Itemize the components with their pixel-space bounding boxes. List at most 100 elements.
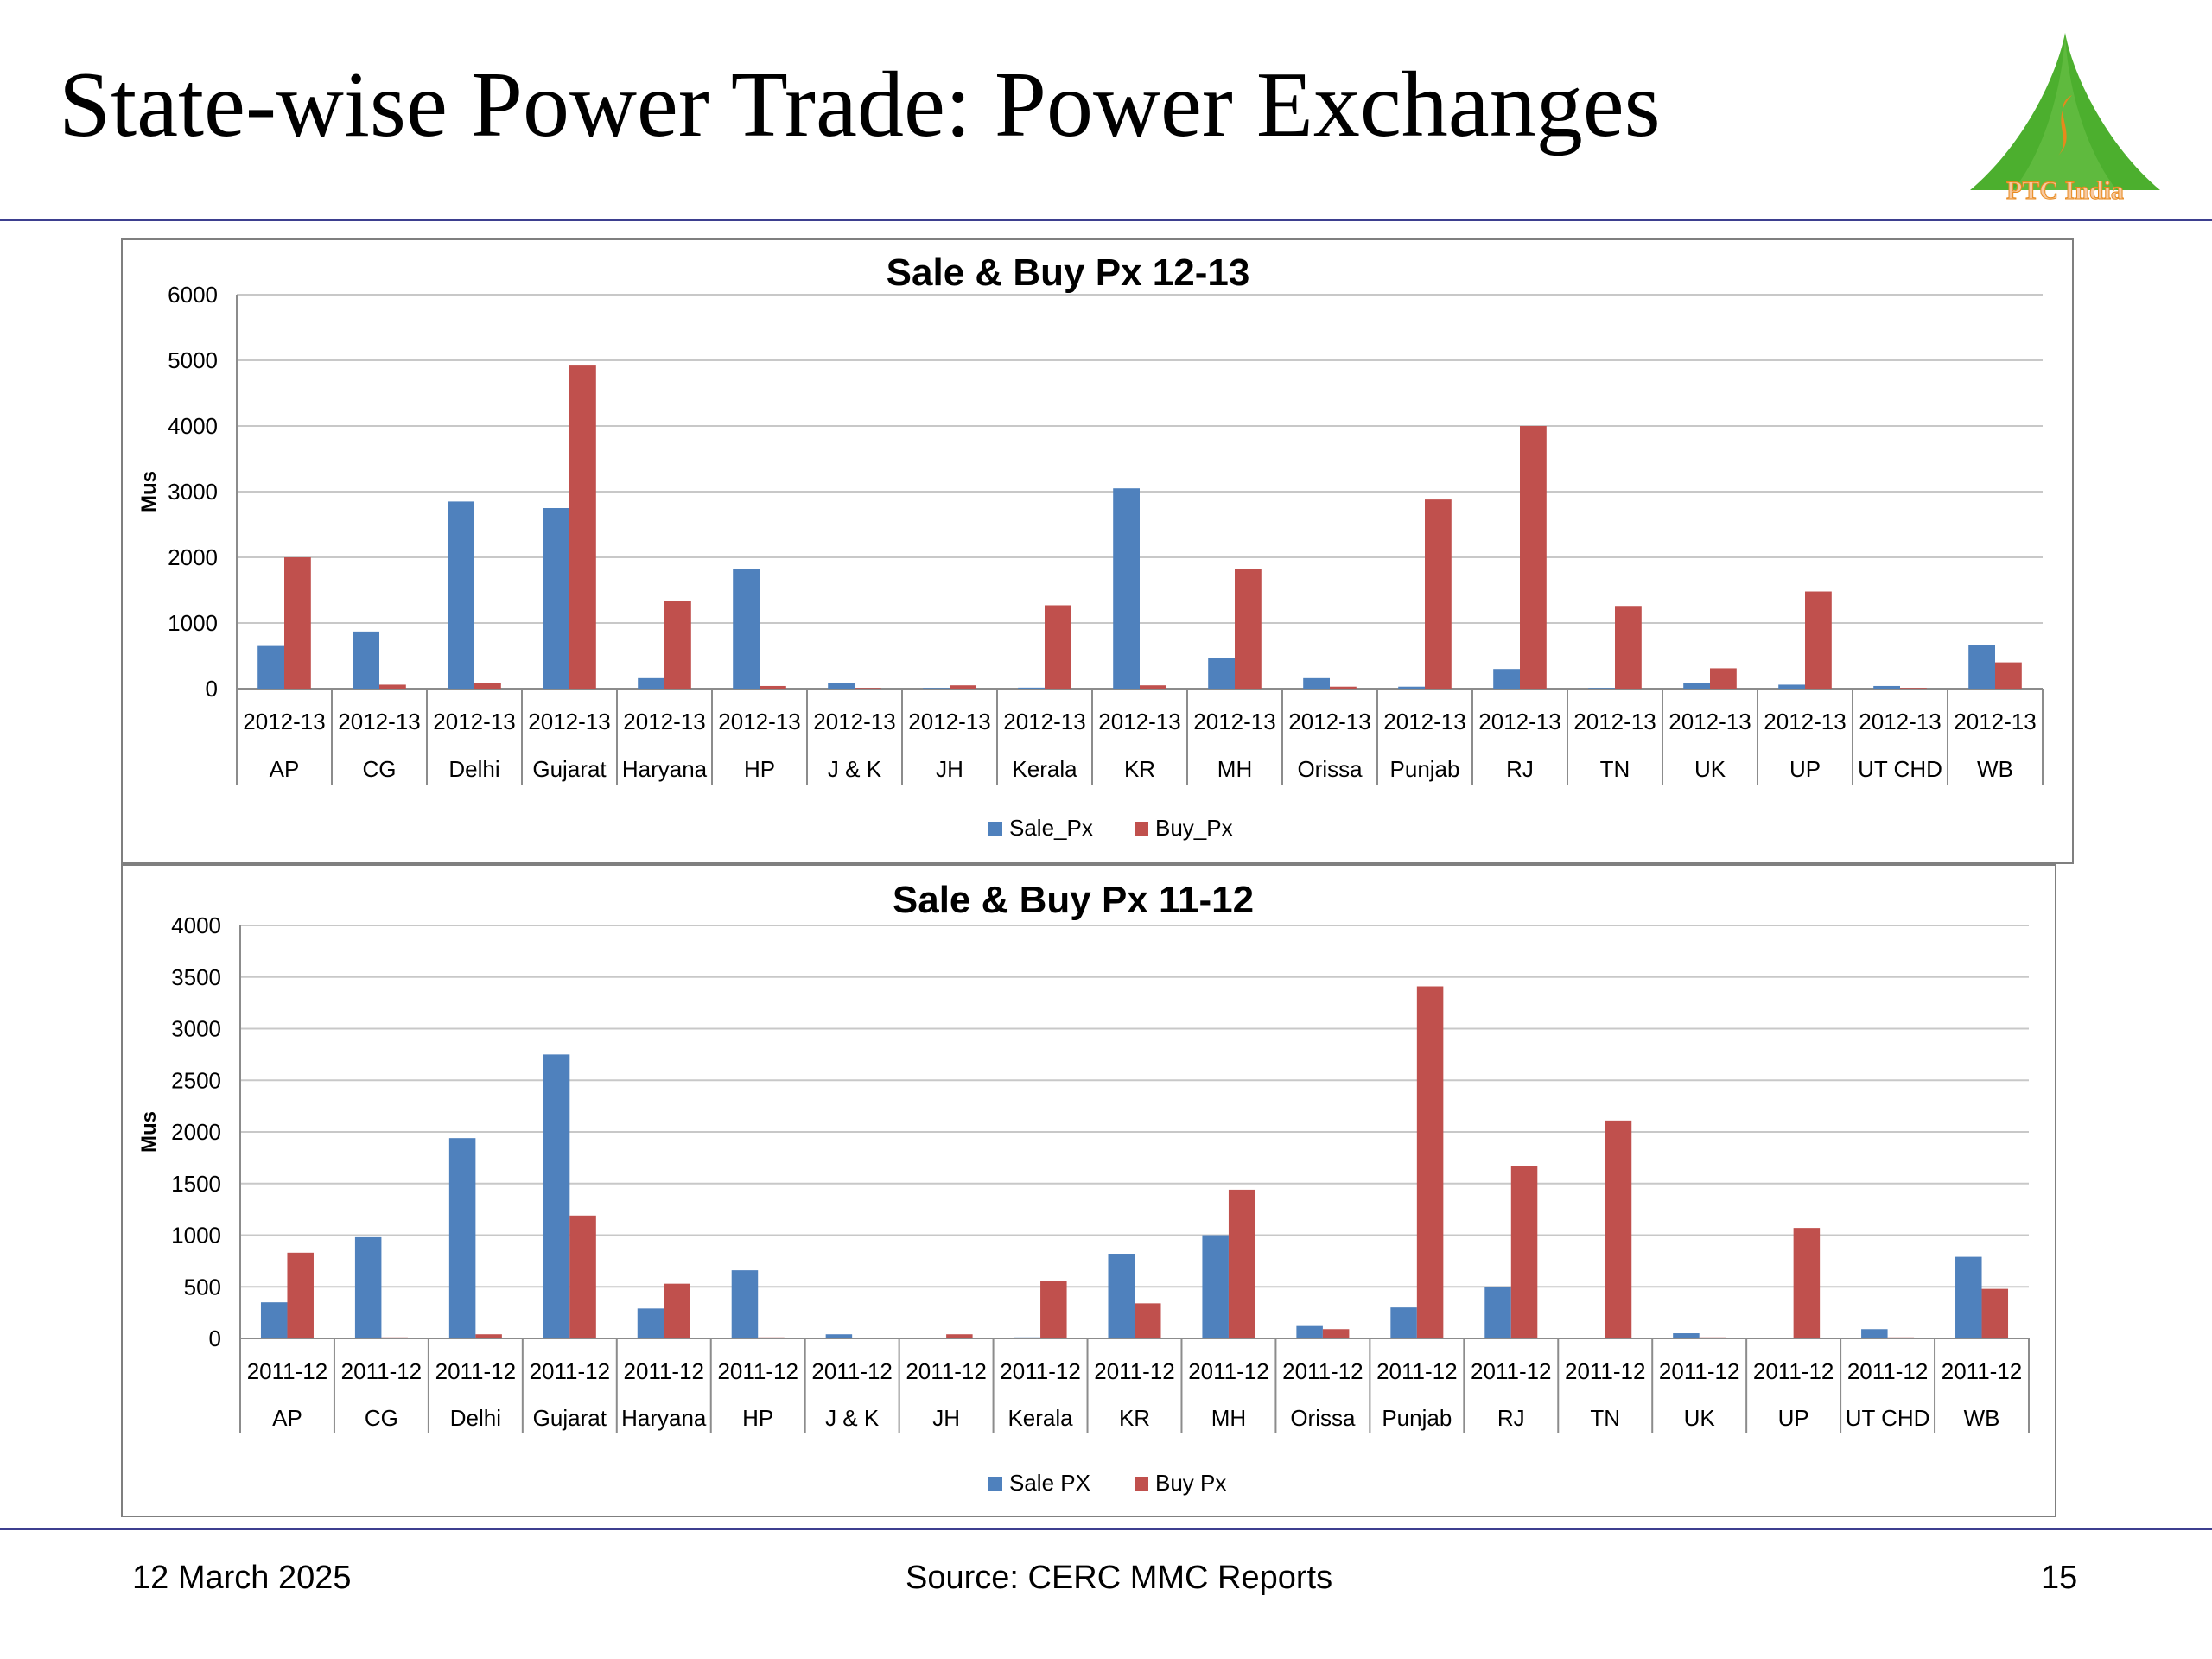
x-tick-year-label: 2011-12 <box>1094 1358 1175 1384</box>
x-tick-year-label: 2011-12 <box>1471 1358 1552 1384</box>
bar-sale <box>1303 677 1330 689</box>
y-tick-label: 2500 <box>171 1067 221 1093</box>
bar-buy <box>1710 668 1737 689</box>
x-tick-year-label: 2011-12 <box>1942 1358 2023 1384</box>
bar-sale <box>1588 688 1615 689</box>
bar-buy <box>1135 1303 1161 1338</box>
svg-text:PTC India: PTC India <box>2006 176 2124 205</box>
legend-label-sale: Sale_Px <box>1009 815 1093 841</box>
x-tick-category-label: Delhi <box>448 756 499 782</box>
legend-swatch-sale <box>988 822 1002 836</box>
x-tick-year-label: 2011-12 <box>435 1358 517 1384</box>
x-tick-year-label: 2011-12 <box>1847 1358 1929 1384</box>
ptc-india-logo: PTC India <box>1970 33 2160 206</box>
x-tick-category-label: Orissa <box>1297 756 1363 782</box>
x-tick-category-label: HP <box>744 756 775 782</box>
y-tick-label: 2000 <box>171 1119 221 1145</box>
x-tick-year-label: 2012-13 <box>1098 709 1180 734</box>
x-tick-year-label: 2012-13 <box>908 709 990 734</box>
y-tick-label: 1000 <box>168 610 218 636</box>
bar-sale <box>638 677 664 689</box>
bar-sale <box>543 1054 570 1338</box>
x-tick-category-label: AP <box>270 756 300 782</box>
x-tick-year-label: 2012-13 <box>813 709 895 734</box>
x-tick-category-label: Gujarat <box>532 756 607 782</box>
bar-buy <box>1045 605 1071 689</box>
y-tick-label: 0 <box>206 676 218 702</box>
x-tick-category-label: JH <box>936 756 963 782</box>
chart-sale-buy-11-12: Sale & Buy Px 11-12 Mus 0 500 1000 1500 2000 25… <box>121 864 2056 1517</box>
bar-buy <box>855 688 881 689</box>
bar-buy <box>1425 499 1452 689</box>
bar-sale <box>1861 1329 1888 1338</box>
x-tick-category-label: CG <box>365 1405 398 1431</box>
x-tick-category-label: UT CHD <box>1858 756 1942 782</box>
slide-title: State-wise Power Trade: Power Exchanges <box>59 54 1661 156</box>
bar-buy <box>1615 606 1642 689</box>
y-axis-label: Mus <box>137 1111 161 1153</box>
footer-date: 12 March 2025 <box>132 1560 352 1596</box>
x-tick-category-label: WB <box>1977 756 2013 782</box>
bar-buy <box>1793 1228 1821 1338</box>
x-tick-category-label: UK <box>1694 756 1726 782</box>
x-tick-year-label: 2012-13 <box>1193 709 1275 734</box>
bar-buy <box>1805 591 1832 689</box>
y-tick-label: 4000 <box>168 413 218 439</box>
x-tick-year-label: 2011-12 <box>624 1358 705 1384</box>
bar-buy <box>1416 986 1444 1338</box>
bar-buy <box>569 1215 596 1338</box>
bar-buy <box>1605 1120 1632 1338</box>
bar-buy <box>1981 1288 2009 1338</box>
x-tick-category-label: TN <box>1600 756 1630 782</box>
y-tick-label: 3000 <box>168 479 218 505</box>
x-tick-category-label: Punjab <box>1390 756 1460 782</box>
x-tick-year-label: 2011-12 <box>1753 1358 1834 1384</box>
bar-buy <box>1520 426 1547 689</box>
bar-buy <box>1995 662 2022 689</box>
bar-sale <box>260 1302 288 1338</box>
legend-swatch-sale <box>988 1477 1002 1491</box>
bar-sale <box>543 508 569 689</box>
x-tick-category-label: MH <box>1217 756 1252 782</box>
x-tick-year-label: 2012-13 <box>718 709 800 734</box>
x-tick-year-label: 2011-12 <box>906 1358 987 1384</box>
bar-sale <box>1778 684 1805 689</box>
x-tick-year-label: 2012-13 <box>1288 709 1370 734</box>
bar-sale <box>731 1270 759 1338</box>
x-tick-category-label: HP <box>742 1405 773 1431</box>
bar-buy <box>287 1252 314 1338</box>
y-tick-label: 3500 <box>171 964 221 990</box>
x-tick-year-label: 2011-12 <box>717 1358 798 1384</box>
bar-buy <box>474 683 501 689</box>
x-tick-year-label: 2012-13 <box>243 709 325 734</box>
x-tick-category-label: Gujarat <box>533 1405 607 1431</box>
x-tick-category-label: UK <box>1684 1405 1716 1431</box>
bar-buy <box>1235 569 1262 689</box>
bar-sale <box>1493 669 1520 689</box>
footer-source: Source: CERC MMC Reports <box>906 1560 1333 1596</box>
y-axis-label: Mus <box>137 471 161 512</box>
chart-title: Sale & Buy Px 11-12 <box>893 879 1254 921</box>
x-tick-year-label: 2011-12 <box>247 1358 328 1384</box>
y-tick-label: 4000 <box>171 912 221 938</box>
x-tick-category-label: Kerala <box>1007 1405 1073 1431</box>
bar-buy <box>569 365 596 689</box>
x-tick-year-label: 2012-13 <box>1003 709 1085 734</box>
page-number: 15 <box>2041 1560 2078 1596</box>
x-tick-category-label: Haryana <box>621 1405 707 1431</box>
y-tick-label: 500 <box>184 1274 221 1300</box>
x-tick-category-label: KR <box>1119 1405 1150 1431</box>
y-tick-label: 2000 <box>168 544 218 570</box>
bar-buy <box>1228 1189 1255 1338</box>
x-tick-category-label: Orissa <box>1290 1405 1356 1431</box>
bar-buy <box>664 1283 690 1338</box>
x-tick-year-label: 2012-13 <box>1859 709 1941 734</box>
x-tick-year-label: 2012-13 <box>623 709 705 734</box>
bar-sale <box>448 1138 476 1338</box>
x-tick-category-label: JH <box>932 1405 960 1431</box>
bar-sale <box>1683 683 1710 689</box>
x-tick-year-label: 2012-13 <box>433 709 515 734</box>
bar-buy <box>946 1334 973 1338</box>
x-tick-category-label: TN <box>1590 1405 1620 1431</box>
x-tick-category-label: Delhi <box>450 1405 501 1431</box>
